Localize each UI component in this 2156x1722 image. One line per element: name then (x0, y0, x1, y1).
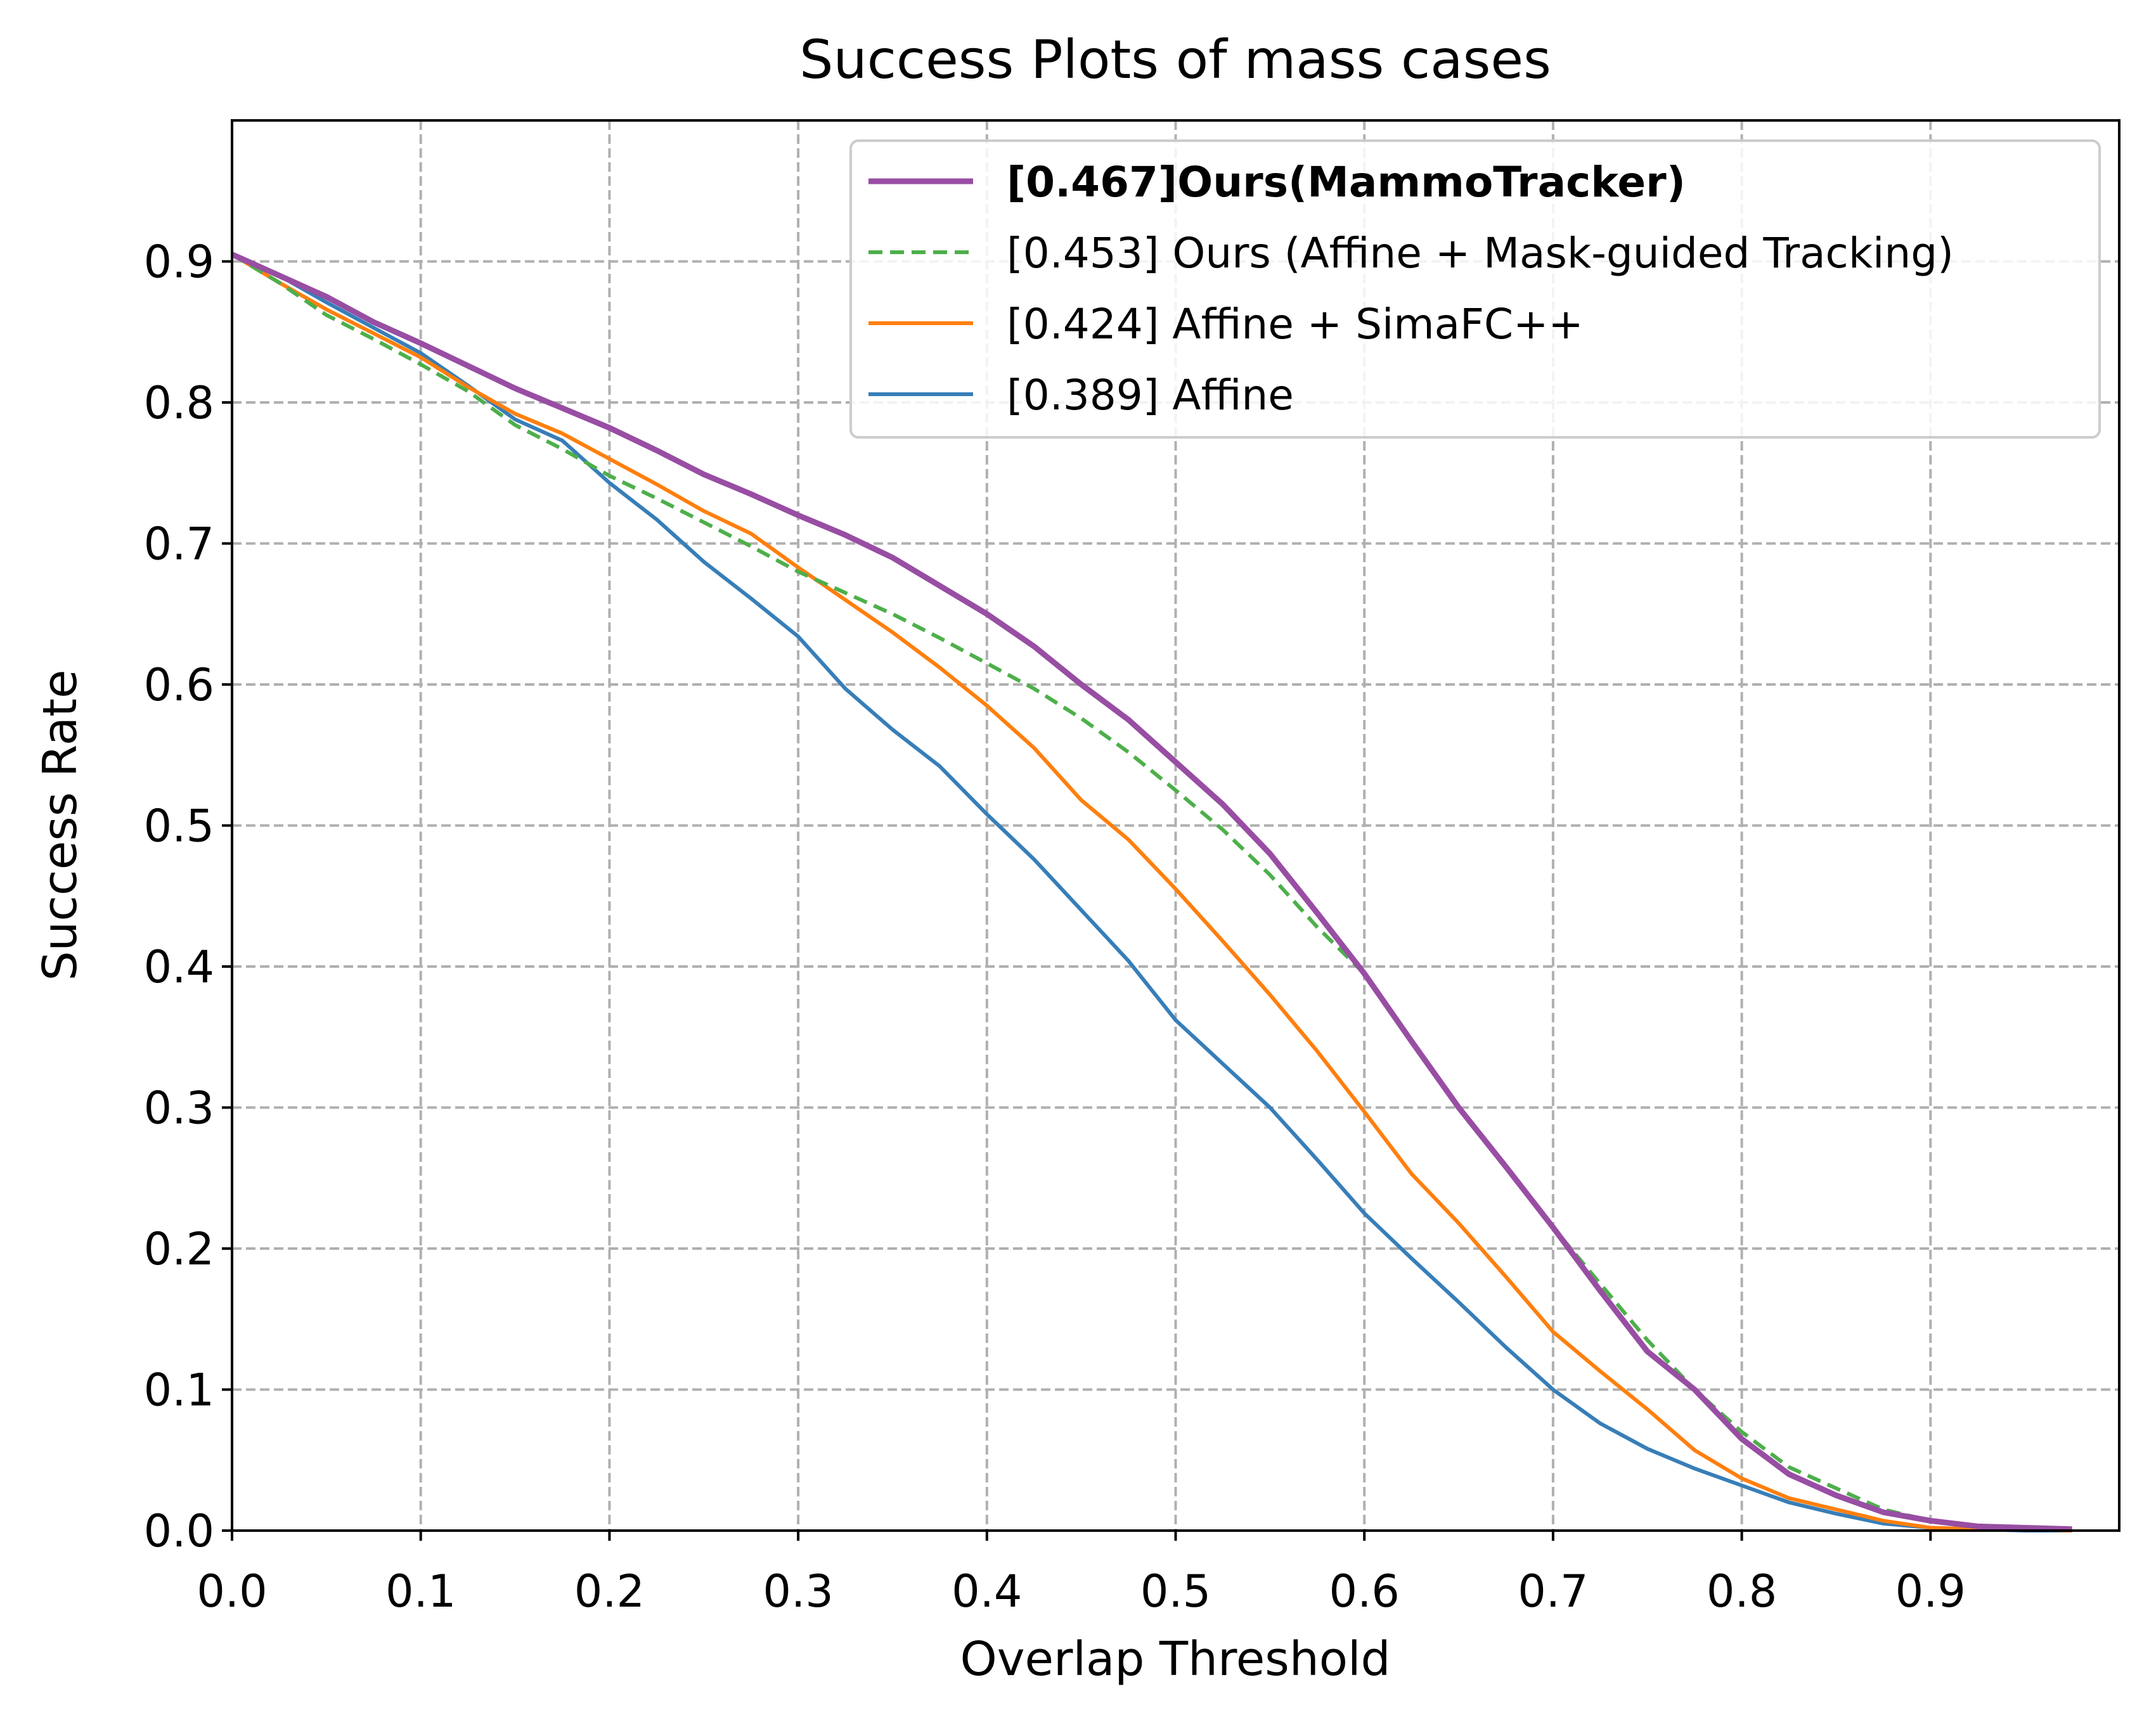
series-line-0-424-affine-simafc (231, 252, 2072, 1532)
legend-label: [0.424] Affine + SimaFC++ (1007, 300, 1584, 349)
y-tick-label: 0.4 (144, 941, 214, 993)
chart-title: Success Plots of mass cases (799, 29, 1551, 91)
legend-label: [0.453] Ours (Affine + Mask-guided Track… (1007, 229, 1954, 278)
x-tick-label: 0.5 (1140, 1565, 1211, 1617)
y-tick-label: 0.5 (144, 800, 214, 852)
y-tick-label: 0.9 (144, 236, 214, 288)
y-tick-label: 0.2 (144, 1223, 214, 1275)
x-tick-label: 0.2 (574, 1565, 645, 1617)
y-tick-label: 0.0 (144, 1505, 214, 1557)
legend-box (849, 139, 2101, 439)
y-axis-label: Success Rate (33, 669, 87, 980)
x-tick-label: 0.6 (1329, 1565, 1400, 1617)
x-axis-ticks: 0.0 0.1 0.2 0.3 0.4 0.5 0.6 0.7 0.8 0.9 (197, 1531, 1966, 1617)
y-tick-label: 0.3 (144, 1083, 214, 1134)
y-tick-label: 0.7 (144, 518, 214, 570)
series-line-0-389-affine (231, 252, 2072, 1532)
legend-label: [0.467]Ours(MammoTracker) (1007, 158, 1686, 207)
x-tick-label: 0.7 (1518, 1565, 1588, 1617)
x-tick-label: 0.9 (1895, 1565, 1966, 1617)
series-layer (231, 252, 2072, 1532)
y-tick-label: 0.1 (144, 1365, 214, 1417)
legend-label: [0.389] Affine (1007, 371, 1294, 420)
legend: [0.467]Ours(MammoTracker) [0.453] Ours (A… (849, 139, 2101, 439)
y-axis-ticks: 0.0 0.1 0.2 0.3 0.4 0.5 0.6 0.7 0.8 0.9 (144, 236, 232, 1557)
x-tick-label: 0.0 (197, 1565, 267, 1617)
x-tick-label: 0.3 (763, 1565, 833, 1617)
x-tick-label: 0.8 (1707, 1565, 1777, 1617)
x-tick-label: 0.4 (952, 1565, 1022, 1617)
series-line-0-467-ours-mammotracker (231, 252, 2072, 1532)
x-axis-label: Overlap Threshold (960, 1632, 1390, 1687)
x-tick-label: 0.1 (385, 1565, 456, 1617)
y-tick-label: 0.6 (144, 659, 214, 711)
series-line-0-453-ours-affine-mask-guided-tracking (231, 252, 2072, 1531)
y-tick-label: 0.8 (144, 377, 214, 429)
legend-entries: [0.467]Ours(MammoTracker) [0.453] Ours (A… (868, 158, 1954, 420)
